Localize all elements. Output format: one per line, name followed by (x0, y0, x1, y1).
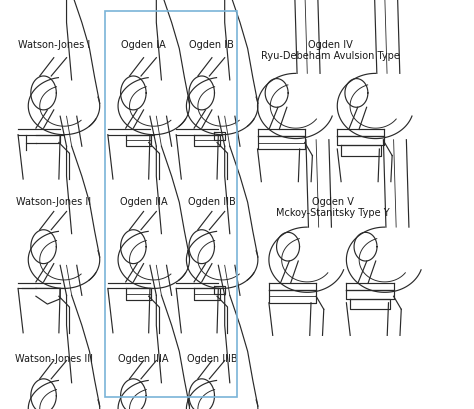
Text: Ogden IB: Ogden IB (190, 40, 234, 49)
Text: Watson-Jones I: Watson-Jones I (18, 40, 90, 49)
Text: Watson-Jones II: Watson-Jones II (16, 196, 91, 206)
Text: Ryu-Debeham Avulsion Type: Ryu-Debeham Avulsion Type (261, 51, 400, 61)
Bar (105, 11, 237, 398)
Text: Ogden IIIA: Ogden IIIA (118, 353, 169, 363)
Text: Mckoy-Stanitsky Type Y: Mckoy-Stanitsky Type Y (276, 208, 390, 218)
Text: Ogden IA: Ogden IA (121, 40, 166, 49)
Text: Ogden V: Ogden V (312, 196, 354, 206)
Text: Ogden IIB: Ogden IIB (188, 196, 236, 206)
Text: Ogden IV: Ogden IV (308, 40, 353, 49)
Text: Ogden IIA: Ogden IIA (120, 196, 167, 206)
Text: Ogden IIIB: Ogden IIIB (187, 353, 237, 363)
Text: Watson-Jones III: Watson-Jones III (15, 353, 93, 363)
